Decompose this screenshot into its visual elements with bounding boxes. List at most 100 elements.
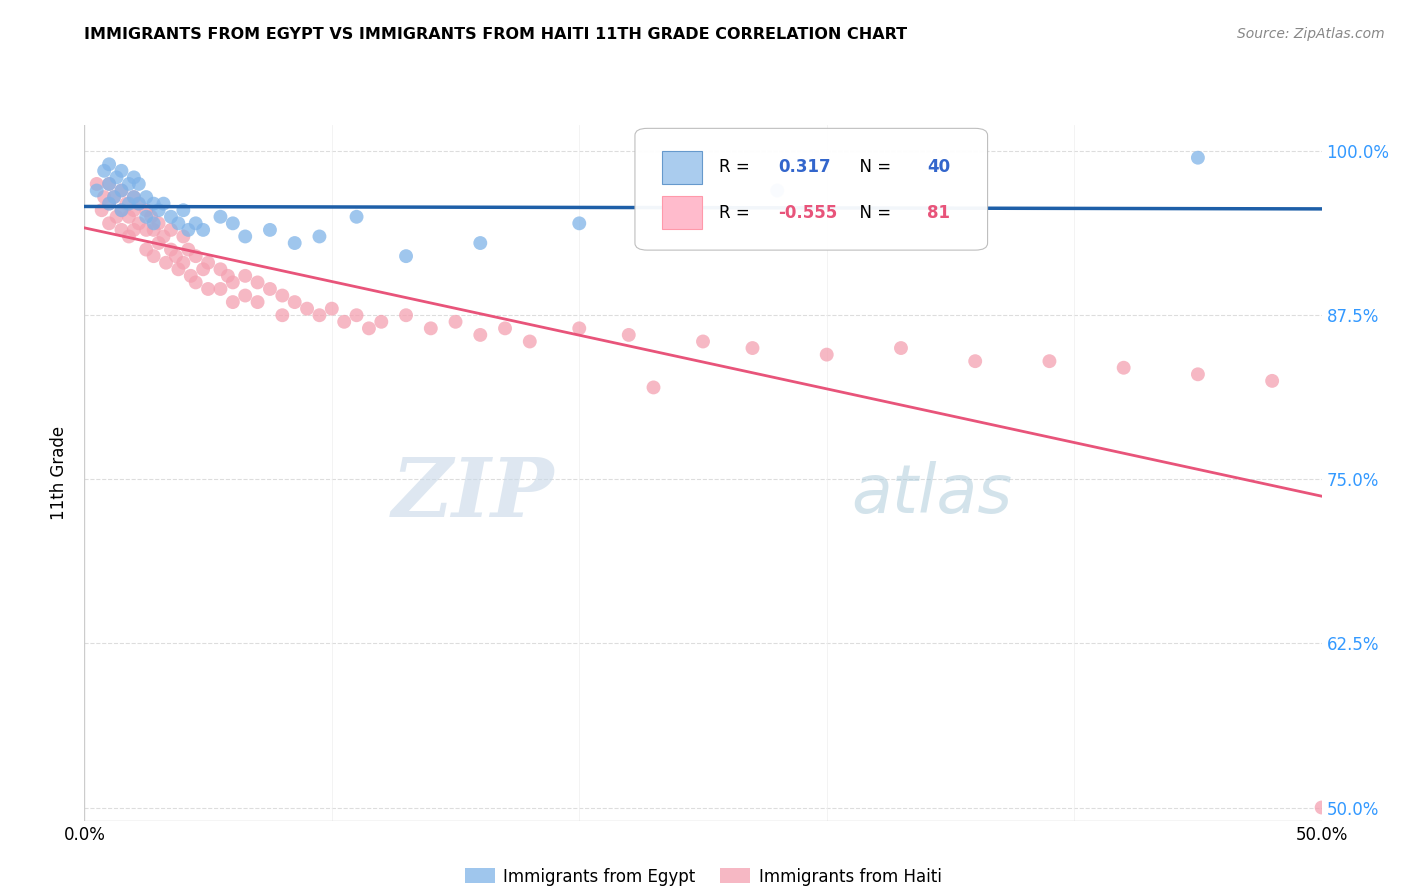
Point	[191, 223, 214, 237]
Point	[177, 223, 200, 237]
Point	[93, 190, 115, 204]
Point	[167, 216, 190, 230]
Point	[172, 203, 194, 218]
Point	[692, 334, 714, 349]
Text: ZIP: ZIP	[392, 454, 554, 533]
Point	[118, 229, 141, 244]
Point	[160, 243, 183, 257]
Point	[177, 243, 200, 257]
Point	[128, 196, 150, 211]
Point	[148, 203, 170, 218]
Point	[105, 170, 128, 185]
Point	[1261, 374, 1284, 388]
Point	[110, 203, 132, 218]
Point	[110, 223, 132, 237]
Point	[172, 256, 194, 270]
FancyBboxPatch shape	[662, 196, 702, 229]
Point	[160, 210, 183, 224]
Point	[271, 308, 294, 322]
Point	[142, 249, 165, 263]
Point	[172, 229, 194, 244]
Point	[643, 380, 665, 394]
Point	[494, 321, 516, 335]
Point	[346, 210, 368, 224]
Point	[110, 164, 132, 178]
Point	[110, 184, 132, 198]
FancyBboxPatch shape	[662, 151, 702, 184]
Point	[246, 295, 269, 310]
Point	[284, 235, 307, 250]
Point	[197, 282, 219, 296]
Point	[142, 223, 165, 237]
Point	[209, 210, 232, 224]
Point	[1112, 360, 1135, 375]
Point	[815, 348, 838, 362]
Point	[295, 301, 318, 316]
Text: 40: 40	[927, 158, 950, 177]
Point	[90, 203, 112, 218]
Text: R =: R =	[718, 158, 755, 177]
Point	[98, 177, 121, 191]
Text: 0.317: 0.317	[779, 158, 831, 177]
Point	[110, 184, 132, 198]
Point	[308, 308, 330, 322]
Point	[122, 203, 145, 218]
Point	[321, 301, 343, 316]
Point	[155, 256, 177, 270]
Point	[284, 295, 307, 310]
Point	[766, 184, 789, 198]
Point	[110, 203, 132, 218]
Point	[98, 196, 121, 211]
Point	[105, 210, 128, 224]
Point	[98, 157, 121, 171]
FancyBboxPatch shape	[636, 128, 987, 250]
Point	[142, 196, 165, 211]
Point	[568, 321, 591, 335]
Text: N =: N =	[849, 158, 897, 177]
Point	[246, 276, 269, 290]
Point	[357, 321, 380, 335]
Point	[222, 295, 245, 310]
Point	[1310, 800, 1333, 814]
Point	[98, 196, 121, 211]
Point	[180, 268, 202, 283]
Point	[118, 210, 141, 224]
Point	[222, 216, 245, 230]
Text: atlas: atlas	[852, 460, 1012, 526]
Text: IMMIGRANTS FROM EGYPT VS IMMIGRANTS FROM HAITI 11TH GRADE CORRELATION CHART: IMMIGRANTS FROM EGYPT VS IMMIGRANTS FROM…	[84, 27, 907, 42]
Point	[122, 190, 145, 204]
Point	[209, 262, 232, 277]
Point	[233, 229, 256, 244]
Point	[103, 190, 125, 204]
Point	[222, 276, 245, 290]
Point	[370, 315, 392, 329]
Point	[167, 262, 190, 277]
Point	[259, 223, 281, 237]
Point	[148, 216, 170, 230]
Point	[135, 210, 157, 224]
Point	[122, 170, 145, 185]
Point	[86, 177, 108, 191]
Point	[98, 177, 121, 191]
Y-axis label: 11th Grade: 11th Grade	[51, 425, 69, 520]
Point	[568, 216, 591, 230]
Point	[308, 229, 330, 244]
Point	[184, 249, 207, 263]
Text: -0.555: -0.555	[779, 203, 838, 221]
Text: N =: N =	[849, 203, 897, 221]
Point	[103, 190, 125, 204]
Point	[118, 196, 141, 211]
Point	[271, 288, 294, 302]
Point	[118, 177, 141, 191]
Point	[1187, 368, 1209, 382]
Point	[152, 196, 174, 211]
Point	[115, 196, 138, 211]
Legend: Immigrants from Egypt, Immigrants from Haiti: Immigrants from Egypt, Immigrants from H…	[458, 861, 948, 892]
Point	[98, 216, 121, 230]
Point	[86, 184, 108, 198]
Point	[741, 341, 763, 355]
Point	[333, 315, 356, 329]
Point	[519, 334, 541, 349]
Point	[470, 235, 492, 250]
Point	[135, 223, 157, 237]
